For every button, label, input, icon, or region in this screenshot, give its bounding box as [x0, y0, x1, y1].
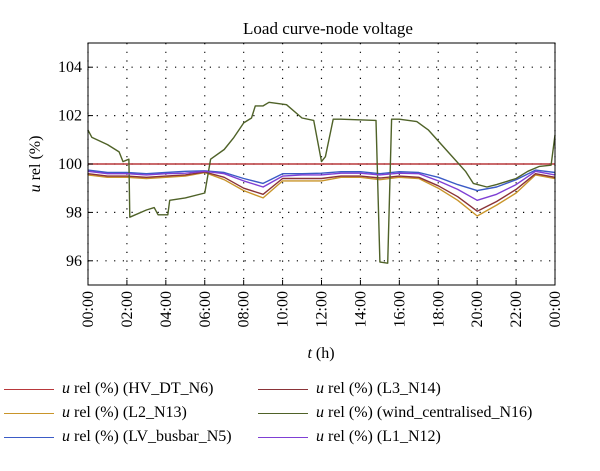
y-tick-label: 98: [66, 204, 82, 221]
legend-swatch: [258, 388, 308, 390]
legend-label-rest: rel (%) (L2_N13): [70, 404, 187, 421]
legend-label-rest: rel (%) (HV_DT_N6): [70, 380, 214, 397]
legend-item: u rel (%) (HV_DT_N6): [4, 380, 214, 398]
legend-swatch: [4, 412, 54, 414]
x-tick-label: 00:00: [547, 291, 564, 327]
x-tick-label: 16:00: [391, 291, 408, 327]
x-axis-label: t (h): [307, 345, 334, 362]
y-tick-label: 96: [66, 253, 82, 270]
legend-label-rest: rel (%) (L3_N14): [324, 380, 441, 397]
legend-item: u rel (%) (L1_N12): [258, 428, 441, 446]
legend-label-italic: u: [316, 404, 324, 421]
x-tick-label: 14:00: [352, 291, 369, 327]
legend-label: u rel (%) (HV_DT_N6): [62, 380, 214, 398]
legend-item: u rel (%) (L2_N13): [4, 404, 187, 422]
legend-label: u rel (%) (L2_N13): [62, 404, 187, 422]
chart-title: Load curve-node voltage: [243, 19, 413, 38]
y-tick-label: 102: [58, 108, 82, 125]
series-line: [87, 170, 556, 202]
legend-item: u rel (%) (wind_centralised_N16): [258, 404, 532, 422]
series-line: [87, 101, 556, 264]
legend-swatch: [258, 436, 308, 438]
y-axis: 96 98 100 102 104: [58, 59, 93, 270]
x-tick-label: 00:00: [80, 291, 97, 327]
x-tick-label: 18:00: [430, 291, 447, 327]
legend-label-rest: rel (%) (wind_centralised_N16): [324, 404, 533, 421]
legend-item: u rel (%) (LV_busbar_N5): [4, 428, 232, 446]
legend-item: u rel (%) (L3_N14): [258, 380, 441, 398]
y-tick-label: 104: [58, 59, 82, 76]
legend-swatch: [258, 412, 308, 414]
legend-label: u rel (%) (wind_centralised_N16): [316, 404, 532, 422]
series-line: [87, 171, 556, 217]
x-tick-label: 10:00: [275, 291, 292, 327]
x-tick-label: 08:00: [236, 291, 253, 327]
y-tick-label: 100: [58, 156, 82, 173]
x-tick-label: 02:00: [119, 291, 136, 327]
legend-label-italic: u: [316, 428, 324, 445]
series-line: [87, 171, 556, 212]
legend-swatch: [4, 388, 54, 390]
legend-label-rest: rel (%) (L1_N12): [324, 428, 441, 445]
legend-label-italic: u: [62, 380, 70, 397]
y-axis-label: u rel (%): [27, 136, 44, 193]
legend-label: u rel (%) (LV_busbar_N5): [62, 428, 232, 446]
legend-label-italic: u: [62, 404, 70, 421]
x-tick-label: 04:00: [158, 291, 175, 327]
x-axis: 00:00 02:00 04:00 06:00 08:00 10:00 12:00 14:00…: [80, 280, 564, 327]
series-group: [87, 101, 556, 264]
x-tick-label: 06:00: [197, 291, 214, 327]
legend-swatch: [4, 436, 54, 438]
legend-label-rest: rel (%) (LV_busbar_N5): [70, 428, 232, 445]
legend-label: u rel (%) (L3_N14): [316, 380, 441, 398]
legend-label-italic: u: [62, 428, 70, 445]
legend-label: u rel (%) (L1_N12): [316, 428, 441, 446]
series-line: [87, 169, 556, 192]
x-tick-label: 22:00: [508, 291, 525, 327]
x-tick-label: 20:00: [469, 291, 486, 327]
legend-label-italic: u: [316, 380, 324, 397]
x-tick-label: 12:00: [314, 291, 331, 327]
